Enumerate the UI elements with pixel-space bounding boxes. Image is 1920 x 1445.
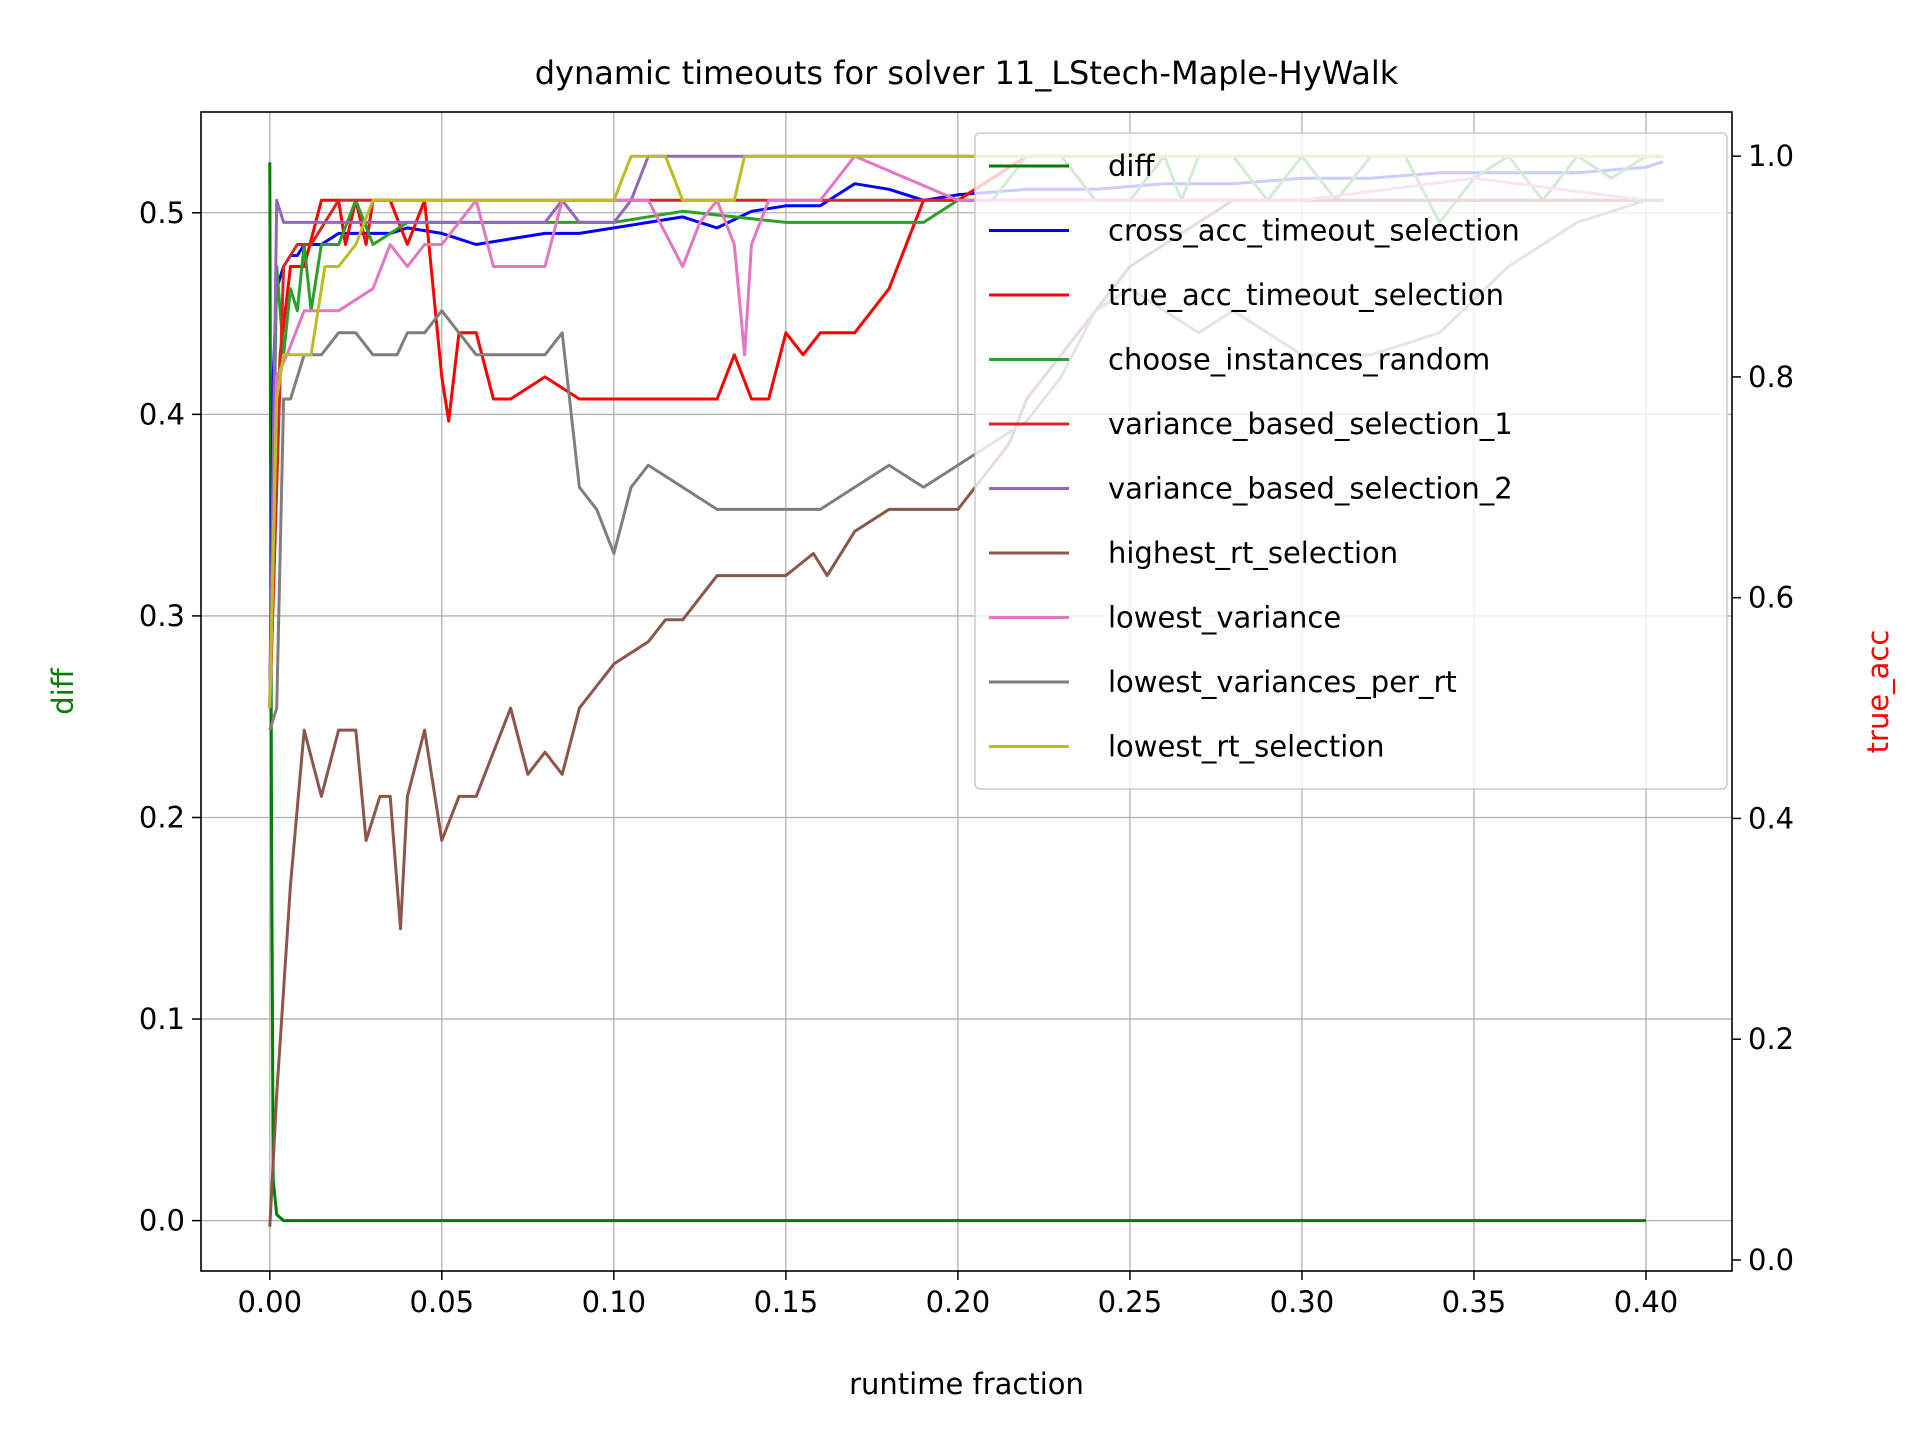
legend-label: true_acc_timeout_selection [1108, 278, 1504, 312]
legend-label: lowest_rt_selection [1108, 730, 1384, 764]
legend-label: cross_acc_timeout_selection [1108, 214, 1520, 248]
y-left-tick-label: 0.0 [139, 1204, 185, 1238]
legend-label: choose_instances_random [1108, 343, 1490, 377]
legend-box [974, 132, 1728, 790]
y-right-tick-label: 0.0 [1748, 1243, 1794, 1277]
y-left-tick-label: 0.2 [139, 800, 185, 834]
y-axis-right-label: true_acc [1861, 630, 1895, 754]
legend-label: lowest_variance [1108, 601, 1341, 635]
y-left-tick-label: 0.5 [139, 196, 185, 230]
legend-label: variance_based_selection_2 [1108, 472, 1513, 506]
x-tick-label: 0.20 [926, 1285, 991, 1319]
axes-frame [200, 111, 1733, 1272]
legend-label: variance_based_selection_1 [1108, 407, 1513, 441]
x-tick-label: 0.25 [1098, 1285, 1163, 1319]
x-tick-label: 0.40 [1614, 1285, 1679, 1319]
x-tick-label: 0.30 [1270, 1285, 1335, 1319]
legend-label: highest_rt_selection [1108, 536, 1398, 570]
x-axis-label: runtime fraction [849, 1367, 1084, 1401]
x-tick-label: 0.35 [1442, 1285, 1507, 1319]
chart-title: dynamic timeouts for solver 11_LStech-Ma… [535, 54, 1399, 92]
y-right-tick-label: 0.2 [1748, 1022, 1794, 1056]
x-tick-label: 0.00 [238, 1285, 303, 1319]
series-line-diff [268, 162, 1646, 1223]
y-axis-left-label: diff [46, 667, 80, 714]
series-line-lowest-rt-selection [268, 154, 1664, 709]
y-right-tick-label: 0.8 [1748, 360, 1794, 394]
x-tick-label: 0.10 [582, 1285, 647, 1319]
x-tick-label: 0.05 [410, 1285, 475, 1319]
axis-ticks: 0.00 0.05 0.10 0.15 0.20 0.25 0.30 0.35 0.40 0.0 0… [139, 139, 1794, 1319]
y-right-tick-label: 0.4 [1748, 801, 1794, 835]
legend: diff cross_acc_timeout_selection true_acc_… [974, 132, 1728, 790]
legend-label: lowest_variances_per_rt [1108, 665, 1457, 699]
y-right-tick-label: 1.0 [1748, 139, 1794, 173]
y-left-tick-label: 0.3 [139, 599, 185, 633]
y-right-tick-label: 0.6 [1748, 581, 1794, 615]
x-tick-label: 0.15 [754, 1285, 819, 1319]
y-left-tick-label: 0.1 [139, 1002, 185, 1036]
legend-label: diff [1108, 149, 1155, 183]
y-left-tick-label: 0.4 [139, 397, 185, 431]
